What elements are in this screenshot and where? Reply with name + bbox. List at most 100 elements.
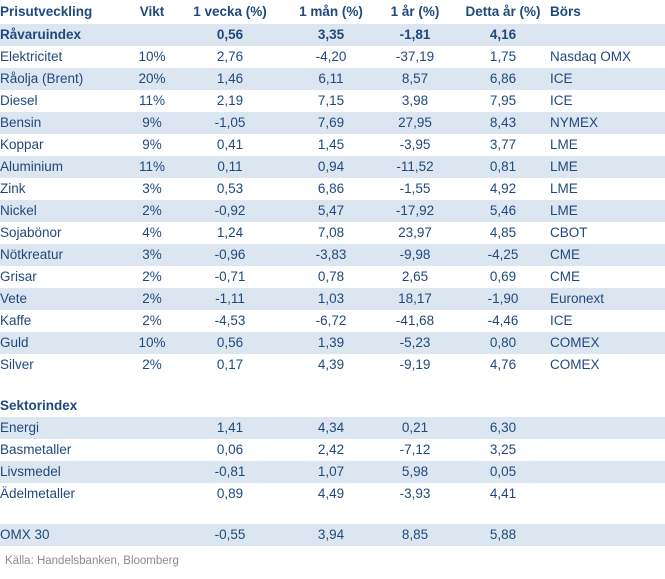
cell [132, 524, 172, 546]
cell: 9% [132, 112, 172, 134]
spacer-cell [0, 376, 665, 395]
cell: 0,94 [288, 156, 374, 178]
cell: 2% [142, 269, 162, 284]
cell: 0,78 [317, 269, 345, 284]
cell: 1,07 [288, 461, 374, 483]
cell: 4% [142, 225, 162, 240]
row-label: Diesel [0, 93, 38, 108]
cell: -11,52 [374, 156, 456, 178]
cell: 1,46 [172, 68, 288, 90]
cell: 5,47 [288, 200, 374, 222]
table-header: Prisutveckling Vikt 1 vecka (%) 1 mån (%… [0, 0, 665, 24]
cell: 20% [132, 68, 172, 90]
cell [550, 483, 665, 505]
cell: COMEX [550, 332, 665, 354]
cell [550, 439, 665, 461]
cell: 4,39 [317, 357, 345, 372]
cell: -7,12 [399, 442, 431, 457]
cell: 1,45 [317, 137, 345, 152]
cell: 23,97 [398, 225, 432, 240]
table-body: Råvaruindex 0,56 3,35 -1,81 4,16 Elektricitet… [0, 24, 665, 546]
table-row: Guld 10% 0,56 1,39 -5,23 0,80 COMEX [0, 332, 665, 354]
cell: -1,81 [374, 24, 456, 46]
cell [550, 24, 665, 46]
cell: 7,95 [489, 93, 517, 108]
column-header-bors: Börs [550, 4, 581, 19]
cell: -37,19 [395, 49, 435, 64]
column-header-1-vecka: 1 vecka (%) [193, 4, 267, 19]
column-header-1-ar: 1 år (%) [390, 4, 440, 19]
table-row: Bensin 9% -1,05 7,69 27,95 8,43 NYMEX [0, 112, 665, 134]
cell: 7,15 [317, 93, 345, 108]
table-row: Silver 2% 0,17 4,39 -9,19 4,76 COMEX [0, 354, 665, 376]
cell: 3% [142, 181, 162, 196]
column-header-vikt: Vikt [139, 4, 165, 19]
cell: 2% [132, 288, 172, 310]
cell: 3,98 [401, 93, 429, 108]
cell: -0,71 [214, 269, 246, 284]
cell: 4,16 [456, 24, 550, 46]
cell: 5,98 [374, 461, 456, 483]
table-row: Elektricitet 10% 2,76 -4,20 -37,19 1,75 Nasdaq… [0, 46, 665, 68]
cell: ICE [550, 68, 665, 90]
cell [132, 439, 172, 461]
cell: 0,56 [172, 24, 288, 46]
cell [132, 461, 172, 483]
cell: 6,11 [288, 68, 374, 90]
cell: 0,06 [216, 442, 244, 457]
row-label: Sojabönor [0, 225, 62, 240]
cell: 5,46 [456, 200, 550, 222]
cell [132, 24, 172, 46]
cell: 6,86 [456, 68, 550, 90]
cell: -3,93 [399, 486, 431, 501]
row-label: Energi [0, 417, 132, 439]
cell: -4,25 [456, 244, 550, 266]
cell: -0,92 [172, 200, 288, 222]
cell: -1,55 [399, 181, 431, 196]
cell: -9,19 [399, 357, 431, 372]
cell: CBOT [550, 225, 588, 240]
cell [172, 395, 288, 417]
row-label: Zink [0, 181, 26, 196]
cell: 11% [138, 93, 166, 108]
cell [550, 461, 665, 483]
table-row: Vete 2% -1,11 1,03 18,17 -1,90 Euronext [0, 288, 665, 310]
cell: 0,05 [456, 461, 550, 483]
cell [132, 417, 172, 439]
cell: 4,41 [489, 486, 517, 501]
cell [456, 395, 550, 417]
cell: 3% [132, 244, 172, 266]
cell: -4,20 [315, 49, 347, 64]
cell: 0,89 [216, 486, 244, 501]
cell: 5,88 [456, 524, 550, 546]
cell: 2,42 [317, 442, 345, 457]
row-label: Koppar [0, 137, 44, 152]
table-row: Råolja (Brent) 20% 1,46 6,11 8,57 6,86 ICE [0, 68, 665, 90]
cell: COMEX [550, 357, 600, 372]
column-header-detta-ar: Detta år (%) [465, 4, 541, 19]
cell: -9,98 [374, 244, 456, 266]
cell: 7,69 [288, 112, 374, 134]
row-label: Sektorindex [0, 398, 78, 413]
cell: LME [550, 200, 665, 222]
cell: 18,17 [374, 288, 456, 310]
table-row: Kaffe 2% -4,53 -6,72 -41,68 -4,46 ICE [0, 310, 665, 332]
table-row: Diesel 11% 2,19 7,15 3,98 7,95 ICE [0, 90, 665, 112]
table-row: Ädelmetaller 0,89 4,49 -3,93 4,41 [0, 483, 665, 505]
spacer-row [0, 376, 665, 395]
cell: 0,17 [216, 357, 244, 372]
cell: 0,41 [216, 137, 244, 152]
cell: 1,39 [288, 332, 374, 354]
cell: -0,96 [172, 244, 288, 266]
cell: ICE [550, 93, 573, 108]
row-label: Ädelmetaller [0, 486, 76, 501]
row-label: OMX 30 [0, 524, 132, 546]
cell: 6,86 [317, 181, 345, 196]
row-label: Råolja (Brent) [0, 68, 132, 90]
row-label: Vete [0, 288, 132, 310]
cell: -5,23 [374, 332, 456, 354]
cell [550, 417, 665, 439]
cell [550, 395, 665, 417]
price-table: Prisutveckling Vikt 1 vecka (%) 1 mån (%… [0, 0, 665, 546]
cell: 0,81 [456, 156, 550, 178]
